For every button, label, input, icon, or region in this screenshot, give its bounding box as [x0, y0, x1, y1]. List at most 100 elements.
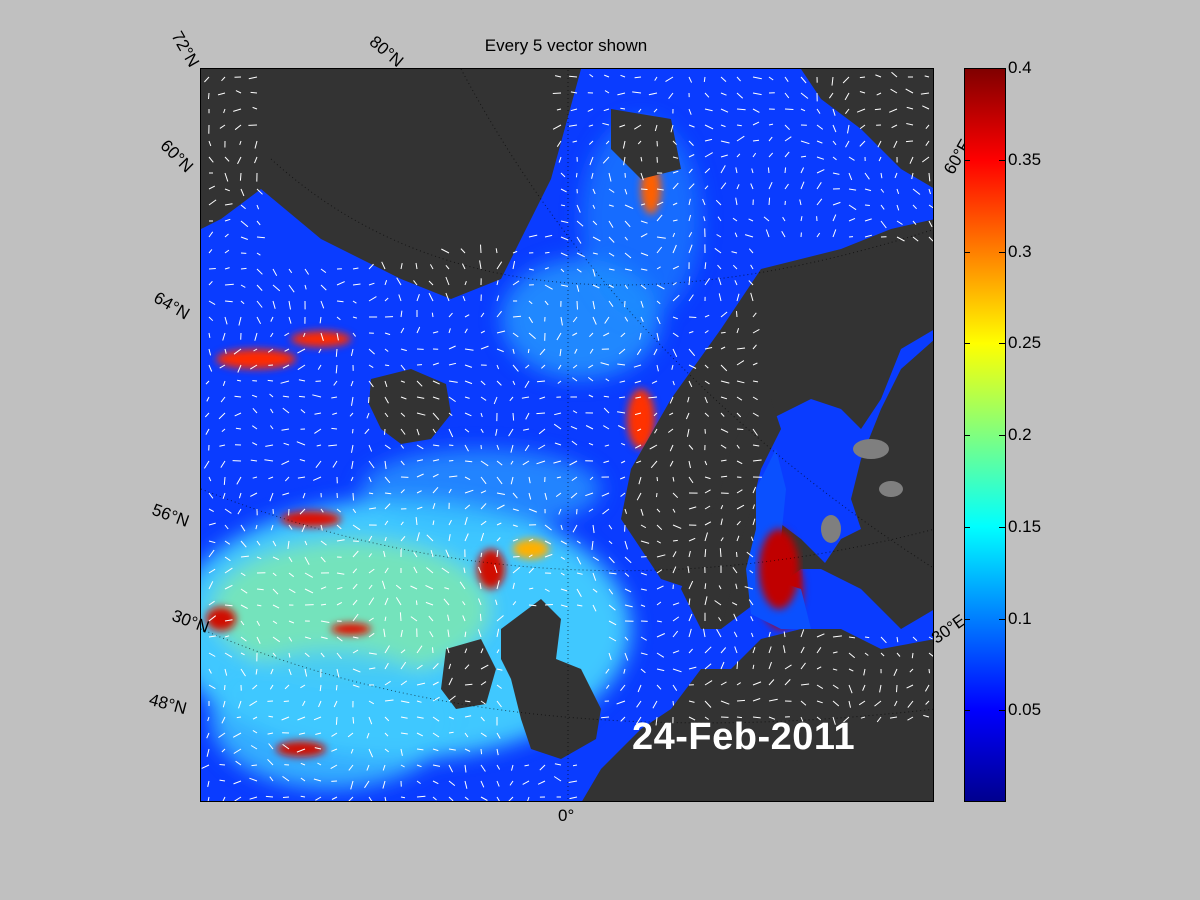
- current-vector: [511, 764, 514, 771]
- current-vector: [688, 613, 693, 622]
- colorbar-tick-mark: [999, 435, 1005, 436]
- current-vector: [576, 284, 580, 292]
- current-vector: [304, 636, 312, 640]
- current-vector: [572, 764, 578, 767]
- current-vector: [877, 140, 882, 148]
- current-vector: [480, 764, 486, 772]
- current-vector: [544, 553, 553, 558]
- colorbar-tick-label: 0.35: [1008, 149, 1042, 169]
- current-vector: [512, 556, 520, 558]
- current-vector: [480, 396, 487, 401]
- current-vector: [464, 715, 472, 718]
- current-vector: [544, 267, 549, 270]
- current-vector: [448, 748, 456, 751]
- current-vector: [251, 394, 258, 398]
- current-vector: [560, 572, 565, 576]
- current-vector: [656, 476, 658, 482]
- current-vector: [300, 795, 306, 798]
- current-vector: [336, 300, 344, 303]
- current-vector: [605, 684, 610, 689]
- current-vector: [688, 232, 693, 238]
- current-vector: [235, 427, 242, 430]
- current-vector: [368, 364, 374, 369]
- current-vector: [604, 316, 610, 324]
- current-vector: [288, 284, 295, 293]
- current-vector: [763, 216, 770, 222]
- current-vector: [716, 234, 722, 238]
- current-vector: [508, 796, 514, 801]
- current-vector: [616, 700, 626, 705]
- current-vector: [889, 108, 898, 113]
- current-vector: [477, 629, 482, 638]
- current-vector: [704, 521, 712, 526]
- current-vector: [283, 442, 290, 446]
- current-vector: [413, 566, 418, 574]
- current-vector: [800, 646, 805, 654]
- current-vector: [464, 348, 474, 351]
- current-vector: [688, 716, 696, 721]
- current-vector: [256, 300, 263, 308]
- current-vector: [302, 492, 306, 499]
- current-vector: [735, 583, 738, 590]
- current-vector: [720, 311, 728, 318]
- current-vector: [896, 636, 899, 643]
- current-vector: [219, 444, 226, 447]
- current-vector: [480, 476, 487, 485]
- current-vector: [924, 684, 930, 692]
- current-vector: [496, 748, 499, 756]
- current-vector: [464, 631, 467, 638]
- current-vector: [432, 696, 440, 702]
- current-vector: [688, 380, 693, 388]
- current-vector: [592, 236, 601, 242]
- current-vector: [400, 327, 405, 334]
- current-vector: [301, 524, 306, 533]
- current-vector: [560, 268, 565, 273]
- current-vector: [560, 524, 563, 530]
- current-vector: [239, 140, 242, 146]
- current-vector: [720, 412, 725, 417]
- current-vector: [704, 278, 711, 286]
- current-vector: [383, 628, 386, 638]
- current-vector: [480, 244, 482, 254]
- current-vector: [588, 442, 594, 446]
- current-vector: [272, 284, 281, 292]
- current-vector: [512, 280, 520, 286]
- current-vector: [624, 236, 628, 241]
- current-vector: [240, 540, 247, 548]
- current-vector: [480, 748, 483, 755]
- colorbar-tick-mark: [999, 159, 1005, 161]
- current-vector: [272, 268, 278, 276]
- current-vector: [715, 199, 722, 206]
- current-vector: [720, 700, 730, 705]
- current-vector: [384, 492, 392, 495]
- current-vector: [333, 700, 338, 708]
- current-vector: [736, 92, 744, 99]
- current-vector: [480, 312, 485, 318]
- current-vector: [240, 204, 246, 210]
- current-vector: [848, 668, 854, 672]
- current-vector: [859, 76, 866, 79]
- current-vector: [528, 316, 534, 324]
- current-vector: [480, 664, 489, 670]
- current-vector: [620, 74, 626, 78]
- current-vector: [236, 716, 242, 719]
- current-vector: [720, 444, 727, 449]
- current-vector: [688, 348, 696, 357]
- current-vector: [640, 508, 644, 516]
- current-vector: [368, 667, 376, 670]
- current-vector: [640, 636, 647, 641]
- current-vector: [282, 364, 290, 369]
- current-vector: [896, 188, 900, 195]
- current-vector: [589, 476, 594, 481]
- map-panel[interactable]: [200, 68, 934, 802]
- current-vector: [880, 220, 887, 229]
- current-vector: [364, 780, 370, 789]
- current-vector: [608, 588, 614, 595]
- current-vector: [496, 295, 500, 302]
- current-vector: [222, 380, 226, 386]
- current-vector: [480, 552, 483, 558]
- current-vector: [281, 716, 290, 721]
- current-vector: [432, 748, 439, 752]
- current-vector: [464, 748, 471, 752]
- current-vector: [234, 395, 242, 398]
